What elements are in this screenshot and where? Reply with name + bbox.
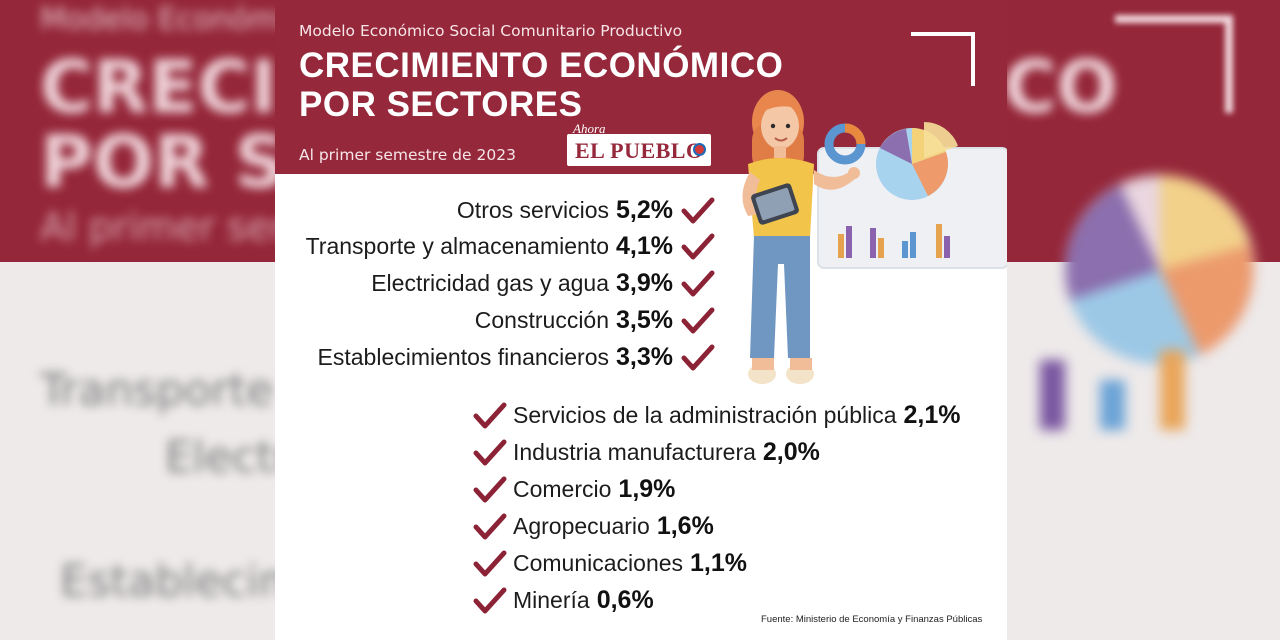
sector-label: Agropecuario: [513, 513, 650, 539]
sector-label: Servicios de la administración pública: [513, 402, 897, 428]
source-note: Fuente: Ministerio de Economía y Finanza…: [761, 614, 983, 625]
sector-label: Industria manufacturera: [513, 439, 756, 465]
page-title: CRECIMIENTO ECONÓMICO POR SECTORES: [299, 46, 783, 124]
sector-row: Agropecuario 1,6%: [473, 512, 714, 541]
period-label: Al primer semestre de 2023: [299, 146, 516, 164]
sector-label: Transporte y almacenamiento: [305, 233, 610, 259]
infographic-card: Modelo Económico Social Comunitario Prod…: [275, 0, 1007, 640]
header-subtitle: Modelo Económico Social Comunitario Prod…: [299, 22, 683, 40]
sector-row: Construcción 3,5%: [475, 306, 715, 335]
sector-row: Otros servicios 5,2%: [457, 196, 715, 225]
check-icon: [473, 476, 507, 504]
corner-bracket-icon: [911, 32, 975, 86]
check-icon: [681, 270, 715, 298]
check-icon: [473, 550, 507, 578]
sector-label: Construcción: [474, 307, 610, 333]
check-icon: [473, 587, 507, 615]
sector-label: Electricidad gas y agua: [371, 270, 610, 296]
sector-row: Comunicaciones 1,1%: [473, 549, 747, 578]
check-icon: [681, 344, 715, 372]
check-icon: [681, 233, 715, 261]
sector-row: Establecimientos financieros 3,3%: [318, 343, 715, 372]
sector-value: 1,9%: [618, 475, 676, 503]
sector-label: Comunicaciones: [513, 550, 684, 576]
sector-row: Electricidad gas y agua 3,9%: [371, 269, 715, 298]
check-icon: [681, 307, 715, 335]
logo-main-text: EL PUEBLO: [575, 138, 704, 163]
sector-value: 1,6%: [656, 512, 714, 540]
sector-value: 1,1%: [690, 549, 748, 577]
sector-row: Servicios de la administración pública 2,…: [473, 401, 961, 430]
sector-value: 3,5%: [616, 306, 673, 334]
check-icon: [681, 197, 715, 225]
sector-value: 2,1%: [903, 401, 961, 429]
sector-value: 4,1%: [616, 232, 673, 260]
sector-row: Transporte y almacenamiento 4,1%: [306, 232, 715, 261]
donut-chart-icon: [824, 123, 866, 165]
sector-value: 3,3%: [616, 343, 673, 371]
sector-row: Minería 0,6%: [473, 586, 654, 615]
sector-value: 3,9%: [616, 269, 673, 297]
check-icon: [473, 439, 507, 467]
background-pie-chart-icon: [1040, 175, 1255, 430]
sector-row: Industria manufacturera 2,0%: [473, 438, 820, 467]
check-icon: [473, 513, 507, 541]
sector-label: Minería: [513, 587, 590, 613]
check-icon: [473, 402, 507, 430]
sector-label: Establecimientos financieros: [317, 344, 610, 370]
sector-value: 2,0%: [762, 438, 820, 466]
pie-chart-icon: [876, 121, 958, 200]
title-line-1: CRECIMIENTO ECONÓMICO: [299, 46, 784, 85]
sector-label: Comercio: [513, 476, 612, 502]
woman-with-tablet-illustration: [742, 90, 1007, 384]
logo-badge-icon: [693, 143, 706, 156]
background-corner-bracket: [1115, 15, 1233, 113]
el-pueblo-logo: Ahora EL PUEBLO: [565, 121, 713, 168]
sector-row: Comercio 1,9%: [473, 475, 675, 504]
logo-ahora-text: Ahora: [573, 121, 606, 136]
sector-value: 5,2%: [616, 196, 673, 224]
bar-chart-icon: [838, 224, 950, 258]
title-line-2: POR SECTORES: [299, 85, 583, 124]
sector-value: 0,6%: [596, 586, 654, 614]
sector-label: Otros servicios: [456, 197, 610, 223]
